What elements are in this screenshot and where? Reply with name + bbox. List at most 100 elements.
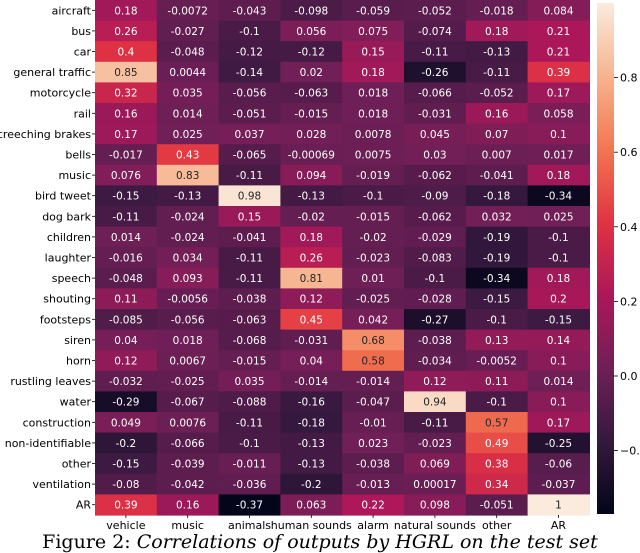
- cell-value-label: 0.16: [176, 500, 200, 512]
- cell-value-label: 0.94: [423, 397, 447, 409]
- cell-value-label: -0.19: [483, 253, 510, 265]
- cell-value-label: -0.08: [112, 479, 139, 491]
- heatmap-cell: [95, 164, 158, 186]
- heatmap-cell: [95, 41, 158, 63]
- cell-value-label: -0.074: [418, 26, 452, 38]
- heatmap-cell: [527, 391, 590, 413]
- cell-value-label: 0.1: [550, 397, 567, 409]
- heatmap-cell: [527, 288, 590, 310]
- heatmap-cell: [95, 123, 158, 145]
- cell-value-label: -0.031: [418, 108, 452, 120]
- cell-value-label: 0.81: [300, 273, 323, 285]
- heatmap-cell: [218, 123, 281, 145]
- cell-value-label: -0.025: [171, 376, 205, 388]
- cell-value-label: 0.18: [547, 273, 570, 285]
- cell-value-label: 0.007: [482, 150, 512, 162]
- heatmap-cell: [218, 453, 281, 475]
- cell-value-label: 0.57: [485, 417, 508, 429]
- heatmap-cell: [95, 329, 158, 351]
- cell-value-label: -0.11: [236, 170, 263, 182]
- cell-value-label: 0.028: [296, 129, 326, 141]
- heatmap-cell: [527, 123, 590, 145]
- cell-value-label: 0.58: [361, 356, 384, 368]
- cell-value-label: 0.014: [543, 376, 573, 388]
- cell-value-label: -0.063: [294, 88, 328, 100]
- cell-value-label: 0.035: [234, 376, 264, 388]
- cell-value-label: 0.16: [114, 108, 138, 120]
- row-label: dog bark: [42, 210, 91, 223]
- cell-value-label: 0.03: [423, 150, 446, 162]
- heatmap-cell-labels: 0.18 -0.0072 -0.043 -0.098 -0.059 -0.052 -0.01…: [109, 5, 575, 511]
- row-label: siren: [64, 334, 91, 347]
- cell-value-label: -0.047: [356, 397, 390, 409]
- cell-value-label: -0.26: [421, 67, 448, 79]
- heatmap-cell: [404, 412, 467, 434]
- cell-value-label: -0.048: [171, 47, 205, 59]
- heatmap-cell: [95, 453, 158, 475]
- heatmap-cell: [465, 247, 529, 269]
- heatmap-cell: [527, 453, 590, 475]
- heatmap-cell: [465, 123, 529, 145]
- heatmap-cell: [342, 123, 405, 145]
- heatmap-cell: [156, 247, 220, 269]
- heatmap-cell: [527, 0, 590, 22]
- heatmap-cell: [465, 226, 529, 248]
- heatmap-cell: [218, 0, 281, 22]
- heatmap-cell: [465, 453, 529, 475]
- heatmap-cell: [218, 494, 281, 516]
- column-label: human sounds: [271, 519, 352, 530]
- cell-value-label: -0.014: [356, 376, 390, 388]
- row-label: motorcycle: [30, 87, 91, 100]
- cell-value-label: -0.025: [356, 294, 390, 306]
- cell-value-label: 0.00017: [413, 479, 456, 491]
- cell-value-label: 0.01: [361, 273, 384, 285]
- cell-value-label: -0.11: [421, 417, 448, 429]
- heatmap-cell: [527, 82, 590, 104]
- cell-value-label: 0.26: [300, 253, 324, 265]
- cell-value-label: -0.068: [233, 335, 267, 347]
- cell-value-label: -0.038: [418, 335, 452, 347]
- cell-value-label: 0.058: [543, 108, 573, 120]
- heatmap-cell: [156, 144, 220, 166]
- row-label: shouting: [43, 293, 91, 306]
- heatmap-cell: [218, 247, 281, 269]
- cell-value-label: -0.1: [363, 191, 384, 203]
- heatmap-cell: [527, 309, 590, 331]
- heatmap-cell: [342, 185, 405, 207]
- cell-value-label: 0.11: [114, 294, 137, 306]
- cell-value-label: 0.1: [550, 356, 567, 368]
- heatmap-cell: [95, 61, 158, 83]
- heatmap-cell: [156, 41, 220, 63]
- heatmap-cell: [95, 206, 158, 228]
- cell-value-label: 0.16: [485, 108, 509, 120]
- cell-value-label: 0.014: [111, 232, 141, 244]
- cell-value-label: -0.041: [233, 232, 267, 244]
- cell-value-label: -0.13: [174, 191, 201, 203]
- heatmap-cell: [280, 288, 343, 310]
- heatmap-cell: [404, 453, 467, 475]
- cell-value-label: 0.34: [485, 479, 509, 491]
- heatmap-cell: [342, 144, 405, 166]
- cell-value-label: 0.83: [176, 170, 199, 182]
- cell-value-label: -0.037: [542, 479, 576, 491]
- cell-value-label: -0.0072: [167, 5, 208, 17]
- row-labels: aircraft bus car general traffic motorcycle r…: [0, 4, 95, 512]
- heatmap-cell: [218, 267, 281, 289]
- heatmap-cell: [280, 473, 343, 495]
- heatmap-cell: [527, 144, 590, 166]
- heatmap-cell: [465, 144, 529, 166]
- cell-value-label: -0.2: [301, 479, 322, 491]
- heatmap-cell: [218, 412, 281, 434]
- cell-value-label: 0.069: [420, 459, 450, 471]
- heatmap-cell: [465, 412, 529, 434]
- cell-value-label: -0.015: [294, 108, 328, 120]
- heatmap-cell: [404, 82, 467, 104]
- cell-value-label: 0.0044: [169, 67, 206, 79]
- heatmap-cell: [527, 412, 590, 434]
- cell-value-label: -0.14: [236, 67, 263, 79]
- colorbar-tick-label: 0.0: [620, 370, 638, 383]
- cell-value-label: -0.048: [109, 273, 143, 285]
- cell-value-label: -0.1: [486, 314, 507, 326]
- heatmap-cell: [404, 103, 467, 125]
- heatmap-cell: [218, 350, 281, 372]
